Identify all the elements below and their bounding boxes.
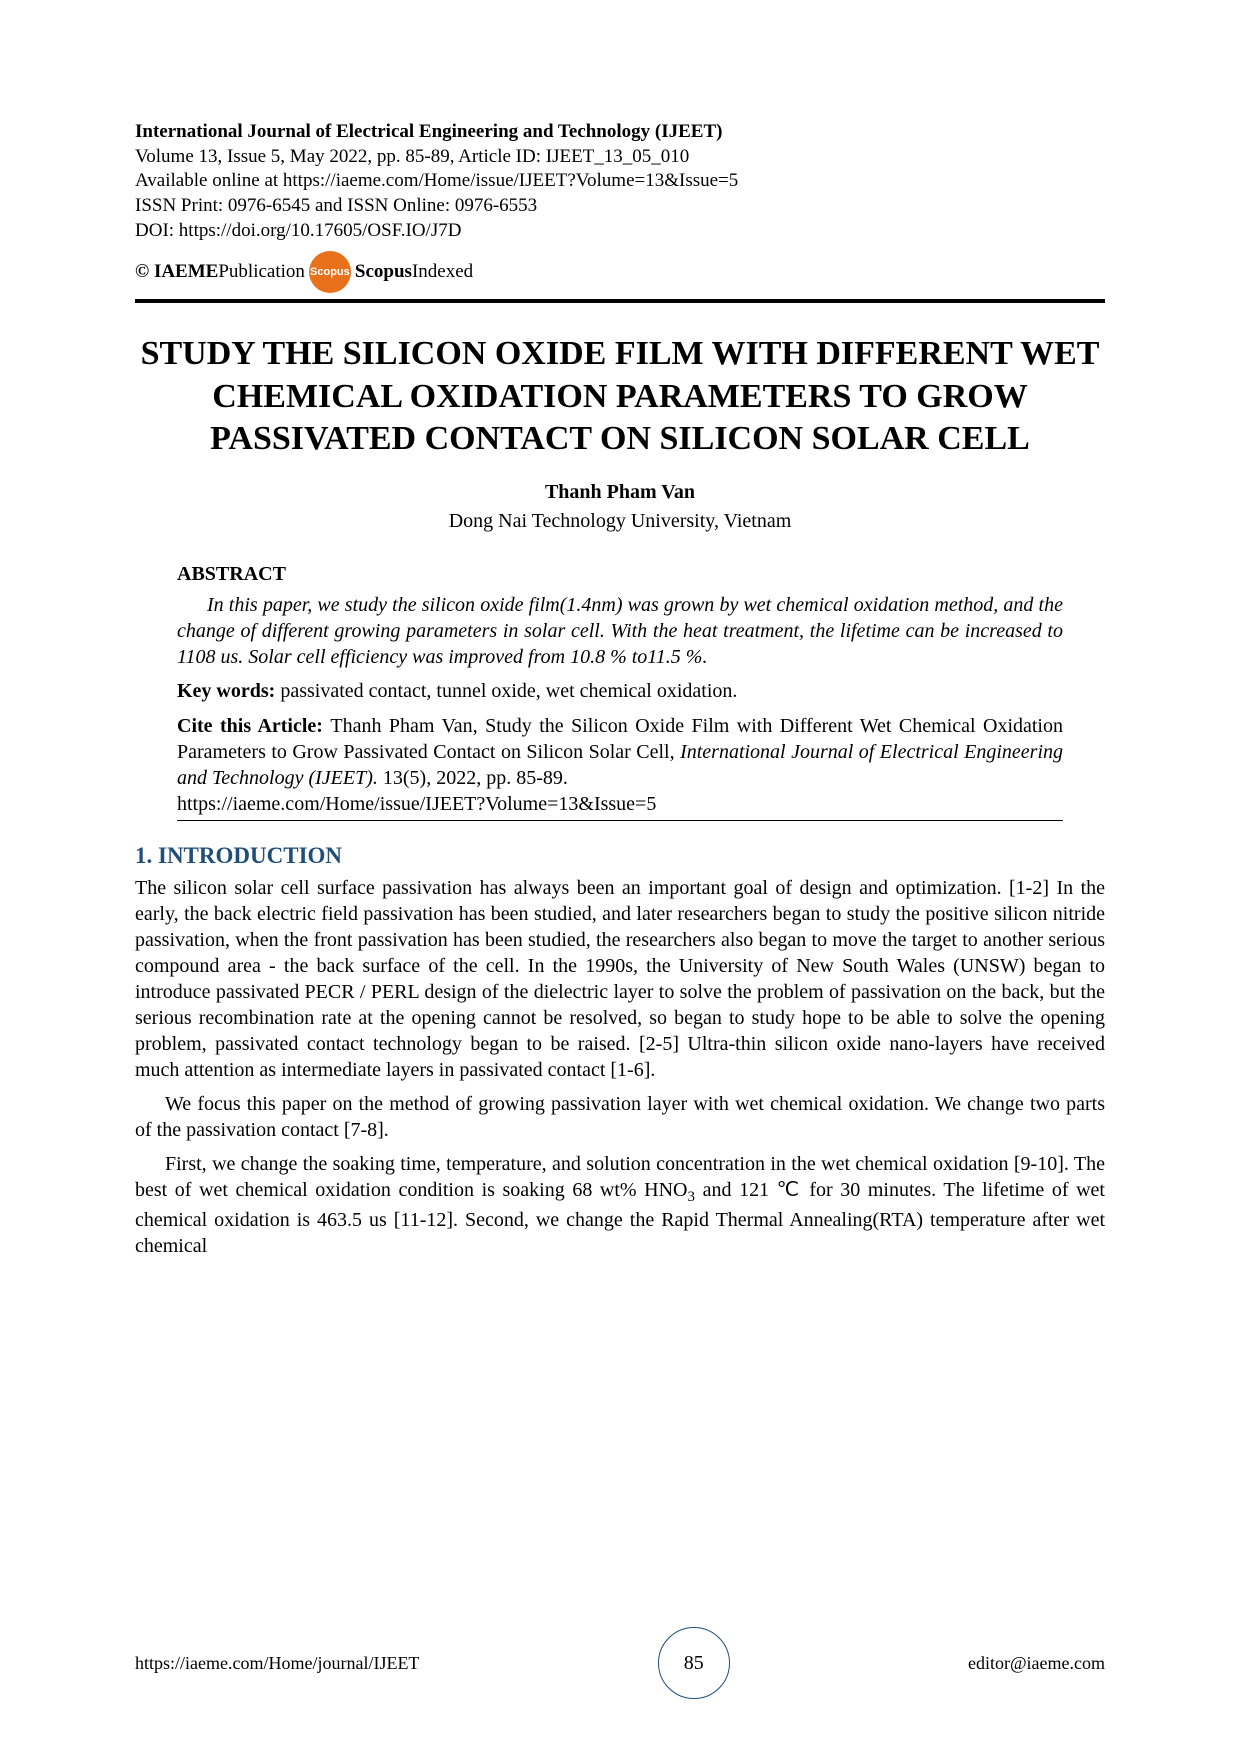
- footer-left-url: https://iaeme.com/Home/journal/IJEET: [135, 1653, 419, 1674]
- abstract-heading: ABSTRACT: [177, 563, 1063, 586]
- available-line: Available online at https://iaeme.com/Ho…: [135, 169, 1105, 194]
- footer-right-email: editor@iaeme.com: [968, 1653, 1105, 1674]
- publication-line: © IAEME Publication Scopus Scopus Indexe…: [135, 251, 1105, 293]
- page-footer: https://iaeme.com/Home/journal/IJEET 85 …: [135, 1627, 1105, 1699]
- hno3-subscript: 3: [688, 1189, 696, 1205]
- author-name: Thanh Pham Van: [135, 481, 1105, 504]
- cite-url: https://iaeme.com/Home/issue/IJEET?Volum…: [177, 793, 656, 815]
- publication-word: Publication: [218, 261, 305, 283]
- cite-block: Cite this Article: Thanh Pham Van, Study…: [177, 713, 1063, 821]
- journal-title: International Journal of Electrical Engi…: [135, 120, 1105, 145]
- scopus-label-bold: Scopus: [355, 261, 412, 283]
- intro-paragraph-2: We focus this paper on the method of gro…: [135, 1091, 1105, 1143]
- cite-text-2: 13(5), 2022, pp. 85-89.: [378, 767, 568, 789]
- keywords-line: Key words: passivated contact, tunnel ox…: [177, 680, 1063, 703]
- intro-paragraph-3: First, we change the soaking time, tempe…: [135, 1151, 1105, 1260]
- paper-title: STUDY THE SILICON OXIDE FILM WITH DIFFER…: [135, 333, 1105, 461]
- abstract-text: In this paper, we study the silicon oxid…: [177, 592, 1063, 670]
- page-number-wrap: 85: [658, 1627, 730, 1699]
- page-number-circle: 85: [658, 1627, 730, 1699]
- doi-line: DOI: https://doi.org/10.17605/OSF.IO/J7D: [135, 219, 1105, 244]
- scopus-label-rest: Indexed: [412, 261, 473, 283]
- page-number: 85: [684, 1652, 704, 1675]
- keywords-label: Key words:: [177, 680, 280, 702]
- issn-line: ISSN Print: 0976-6545 and ISSN Online: 0…: [135, 194, 1105, 219]
- affiliation: Dong Nai Technology University, Vietnam: [135, 510, 1105, 533]
- journal-header: International Journal of Electrical Engi…: [135, 120, 1105, 243]
- section-heading-intro: 1. INTRODUCTION: [135, 843, 1105, 869]
- keywords-text: passivated contact, tunnel oxide, wet ch…: [280, 680, 737, 702]
- abstract-container: ABSTRACT In this paper, we study the sil…: [135, 563, 1105, 821]
- cite-label: Cite this Article:: [177, 715, 330, 737]
- scopus-badge-icon: Scopus: [309, 251, 351, 293]
- intro-paragraph-1: The silicon solar cell surface passivati…: [135, 875, 1105, 1083]
- header-divider: [135, 299, 1105, 303]
- volume-line: Volume 13, Issue 5, May 2022, pp. 85-89,…: [135, 145, 1105, 170]
- copyright-prefix: © IAEME: [135, 261, 218, 283]
